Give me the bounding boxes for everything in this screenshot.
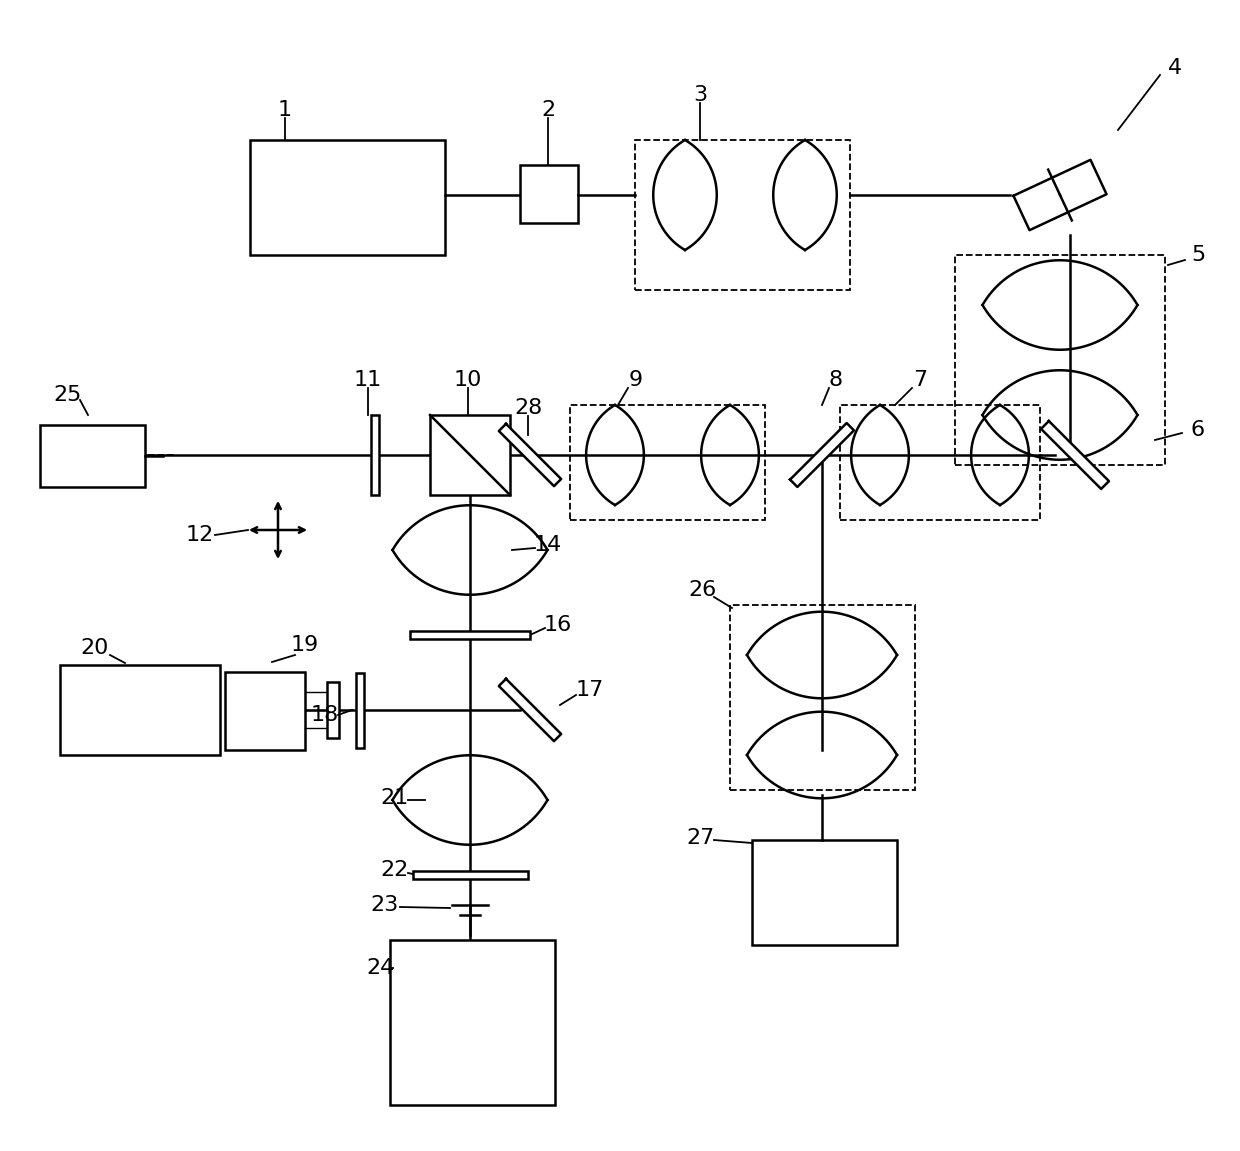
Text: 21: 21 [381, 788, 409, 808]
Text: 4: 4 [1168, 58, 1182, 78]
Text: 23: 23 [371, 895, 399, 915]
Bar [391, 940, 556, 1105]
Text: 9: 9 [629, 369, 644, 390]
Text: 3: 3 [693, 85, 707, 105]
Bar [224, 672, 305, 750]
Text: 24: 24 [366, 958, 394, 978]
Text: 1: 1 [278, 100, 293, 120]
Text: 27: 27 [686, 828, 714, 848]
Polygon shape [1042, 421, 1109, 489]
Bar [730, 605, 915, 790]
Text: 5: 5 [1190, 245, 1205, 265]
Bar [430, 416, 510, 495]
Bar [356, 672, 365, 747]
Text: 10: 10 [454, 369, 482, 390]
Text: 18: 18 [311, 706, 339, 725]
Text: 6: 6 [1190, 420, 1205, 440]
Bar [410, 631, 529, 639]
Bar [413, 871, 527, 879]
Bar [40, 425, 145, 487]
Text: 26: 26 [688, 580, 717, 600]
Bar [250, 140, 445, 256]
Text: 19: 19 [291, 635, 319, 655]
Text: 22: 22 [381, 860, 409, 881]
Polygon shape [1013, 160, 1106, 230]
Text: 8: 8 [828, 369, 843, 390]
Polygon shape [498, 424, 562, 486]
Text: 16: 16 [544, 615, 572, 635]
Text: 12: 12 [186, 525, 215, 546]
Bar [520, 165, 578, 223]
Bar [570, 405, 765, 520]
Bar [635, 140, 849, 290]
Bar [751, 840, 897, 945]
Bar [371, 416, 379, 495]
Text: 7: 7 [913, 369, 928, 390]
Text: 28: 28 [513, 398, 542, 418]
Bar [60, 665, 219, 755]
Text: 14: 14 [534, 535, 562, 555]
Text: 11: 11 [353, 369, 382, 390]
Bar [955, 256, 1166, 465]
Text: 17: 17 [575, 680, 604, 700]
Text: 20: 20 [81, 638, 109, 658]
Bar [327, 683, 339, 738]
Polygon shape [498, 679, 562, 741]
Bar [839, 405, 1040, 520]
Polygon shape [790, 424, 854, 487]
Text: 2: 2 [541, 100, 556, 120]
Text: 25: 25 [53, 384, 82, 405]
